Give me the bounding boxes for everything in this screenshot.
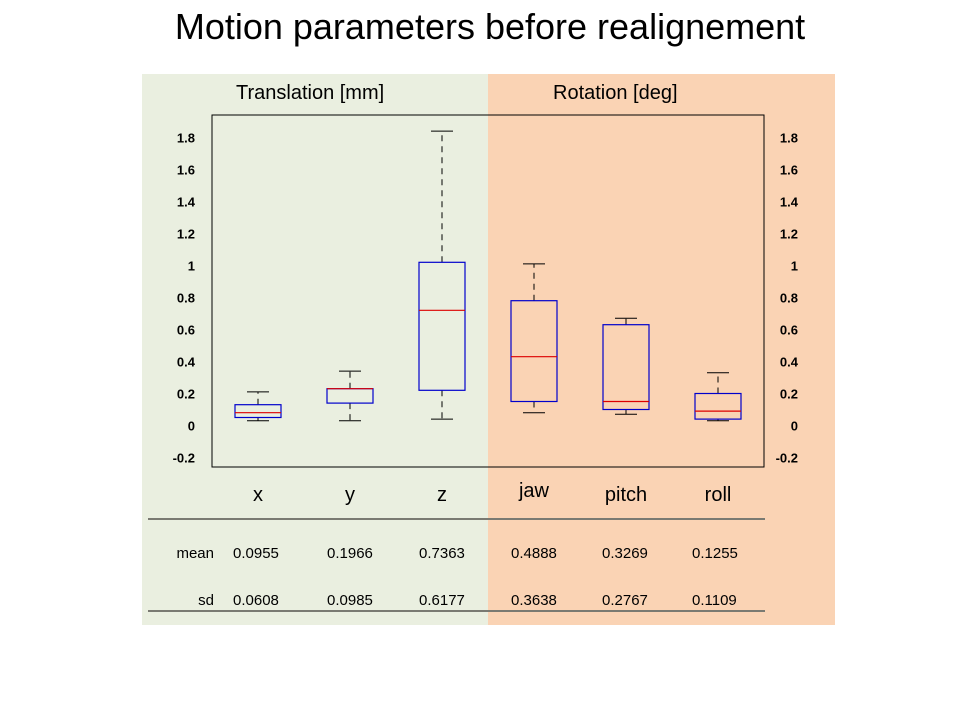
y-tick-label-right: 0.4: [780, 355, 799, 370]
box-z: [418, 130, 466, 420]
box-x: [234, 391, 282, 422]
iqr-box: [602, 324, 650, 411]
y-tick-label-right: 0.8: [780, 291, 798, 306]
chart-title: Motion parameters before realignement: [174, 6, 806, 47]
box-roll: [694, 372, 742, 422]
sd-value: 0.0985: [327, 592, 373, 609]
sd-value: 0.1109: [692, 592, 737, 609]
category-label-roll: roll: [705, 484, 732, 506]
y-tick-label-left: 0.6: [177, 323, 195, 338]
rotation-panel: [488, 74, 835, 625]
iqr-box: [418, 261, 466, 391]
box-y: [326, 370, 374, 422]
y-tick-label-left: 0.4: [177, 355, 196, 370]
iqr-box: [694, 392, 742, 420]
rotation-group-label: Rotation [deg]: [553, 82, 678, 104]
sd-value: 0.6177: [419, 592, 465, 609]
y-tick-label-left: 1.4: [177, 195, 196, 210]
y-tick-label-left: 1.6: [177, 163, 195, 178]
iqr-box: [510, 300, 558, 403]
y-tick-label-left: 0.2: [177, 387, 195, 402]
sd-value: 0.2767: [602, 592, 648, 609]
y-tick-label-right: 1.6: [780, 163, 798, 178]
y-tick-label-left: 0: [188, 419, 195, 434]
y-tick-label-left: -0.2: [173, 451, 195, 466]
y-tick-label-right: 1: [791, 259, 798, 274]
translation-panel: [142, 74, 488, 625]
y-tick-label-left: 1.8: [177, 131, 195, 146]
y-tick-label-right: 1.2: [780, 227, 798, 242]
mean-row-label: mean: [176, 545, 214, 562]
iqr-box: [234, 404, 282, 419]
stats-top-divider: [148, 518, 765, 520]
iqr-box: [326, 388, 374, 404]
box-pitch: [602, 317, 650, 415]
category-label-y: y: [345, 484, 355, 506]
y-tick-label-left: 1: [188, 259, 195, 274]
y-tick-label-right: 0.2: [780, 387, 798, 402]
y-tick-label-right: 0: [791, 419, 798, 434]
translation-group-label: Translation [mm]: [236, 82, 385, 104]
plot-frame: [211, 114, 765, 468]
sd-value: 0.3638: [511, 592, 557, 609]
y-tick-label-right: 1.4: [780, 195, 799, 210]
sd-row-label: sd: [198, 592, 214, 609]
mean-value: 0.7363: [419, 545, 465, 562]
mean-value: 0.4888: [511, 545, 557, 562]
y-tick-label-left: 0.8: [177, 291, 195, 306]
stats-bottom-divider: [148, 610, 765, 612]
y-tick-label-right: -0.2: [776, 451, 798, 466]
category-label-x: x: [253, 484, 263, 506]
mean-value: 0.1966: [327, 545, 373, 562]
y-tick-label-left: 1.2: [177, 227, 195, 242]
mean-value: 0.1255: [692, 545, 738, 562]
y-tick-label-right: 0.6: [780, 323, 798, 338]
category-label-z: z: [437, 484, 447, 506]
mean-value: 0.3269: [602, 545, 648, 562]
mean-value: 0.0955: [233, 545, 279, 562]
y-tick-label-right: 1.8: [780, 131, 798, 146]
category-label-pitch: pitch: [605, 484, 647, 506]
box-jaw: [510, 263, 558, 414]
sd-value: 0.0608: [233, 592, 279, 609]
category-label-jaw: jaw: [518, 480, 550, 502]
